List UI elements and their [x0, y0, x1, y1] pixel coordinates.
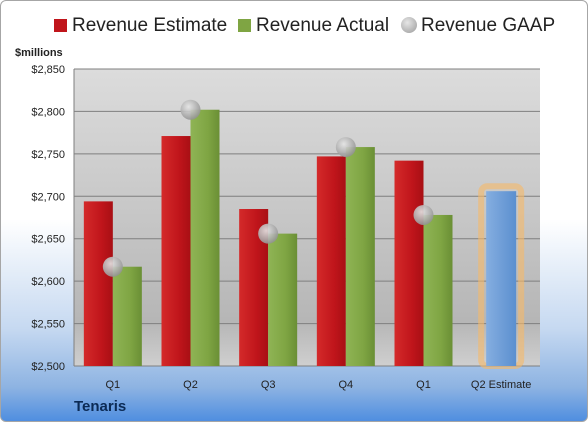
bar-revenue-actual: [423, 214, 453, 366]
legend-swatch-revenue-estimate: [54, 19, 67, 32]
x-tick-label: Q2: [183, 379, 198, 391]
y-tick-label: $2,500: [31, 361, 65, 373]
y-tick-label: $2,800: [31, 106, 65, 118]
y-axis-label: $millions: [15, 47, 63, 59]
y-tick-label: $2,600: [31, 276, 65, 288]
legend-label-revenue-actual: Revenue Actual: [256, 15, 390, 36]
marker-revenue-gaap: [413, 204, 434, 225]
legend-item-revenue-gaap: Revenue GAAP: [401, 13, 555, 39]
bar-q2-estimate: [486, 191, 517, 366]
x-axis-ticks: Q1 Q2 Q3 Q4 Q1 Q2 Estimate: [105, 379, 531, 391]
x-tick-label: Q1: [105, 379, 120, 391]
y-axis-ticks: $2,500 $2,550 $2,600 $2,650 $2,700 $2,750 $2,8…: [31, 64, 65, 373]
bar-revenue-estimate: [316, 156, 346, 366]
company-name: Tenaris: [74, 398, 127, 415]
bar-revenue-estimate: [83, 201, 113, 366]
bar-revenue-actual: [345, 147, 375, 366]
marker-revenue-gaap: [102, 256, 123, 277]
y-tick-label: $2,750: [31, 149, 65, 161]
marker-revenue-gaap: [180, 99, 201, 120]
x-tick-label: Q2 Estimate: [471, 379, 532, 391]
x-tick-label: Q3: [261, 379, 276, 391]
gaap-markers: [102, 99, 434, 277]
marker-revenue-gaap: [258, 223, 279, 244]
bar-revenue-actual: [190, 109, 220, 366]
legend-label-revenue-estimate: Revenue Estimate: [72, 15, 228, 36]
gridlines: [73, 68, 540, 367]
y-tick-label: $2,850: [31, 64, 65, 76]
bar-revenue-actual: [112, 266, 142, 366]
y-tick-label: $2,650: [31, 234, 65, 246]
y-tick-label: $2,700: [31, 191, 65, 203]
y-tick-label: $2,550: [31, 319, 65, 331]
x-tick-label: Q1: [416, 379, 431, 391]
x-tick-label: Q4: [338, 379, 353, 391]
legend-item-revenue-actual: Revenue Actual: [238, 13, 389, 39]
legend: Revenue Estimate Revenue Actual Revenue …: [1, 13, 587, 39]
marker-revenue-gaap: [335, 137, 356, 158]
bar-revenue-estimate: [394, 160, 424, 366]
legend-marker-revenue-gaap: [401, 17, 417, 33]
bars: [83, 109, 525, 369]
legend-swatch-revenue-actual: [238, 19, 251, 32]
plot-area: [74, 69, 540, 366]
bar-revenue-estimate: [161, 136, 191, 366]
legend-item-revenue-estimate: Revenue Estimate: [54, 13, 227, 39]
legend-label-revenue-gaap: Revenue GAAP: [421, 15, 556, 36]
bar-revenue-actual: [268, 233, 298, 366]
